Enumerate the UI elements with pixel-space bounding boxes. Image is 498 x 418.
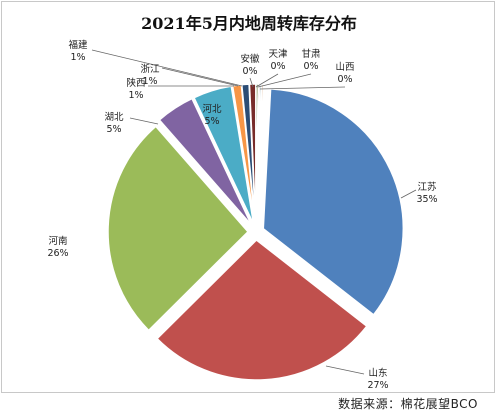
leader-line-湖北 bbox=[129, 117, 159, 125]
slice-value-label: 1% bbox=[142, 76, 157, 87]
source-note: 数据来源：棉花展望BCO bbox=[338, 397, 478, 411]
slice-value-label: 0% bbox=[242, 66, 257, 77]
slice-value-label: 0% bbox=[337, 74, 352, 85]
slice-value-label: 5% bbox=[106, 124, 121, 135]
slice-name-label: 河北 bbox=[202, 103, 222, 115]
slice-value-label: 35% bbox=[416, 194, 437, 205]
pie-slice-山西 bbox=[255, 83, 265, 225]
pie-slice-湖北 bbox=[158, 97, 253, 226]
slice-name-label: 河南 bbox=[48, 235, 67, 247]
leader-line-天津 bbox=[255, 73, 279, 88]
leader-line-浙江 bbox=[161, 67, 239, 87]
slice-value-label: 27% bbox=[367, 380, 388, 391]
slice-name-label: 江苏 bbox=[417, 181, 437, 193]
chart-title: 2021年5月内地周转库存分布 bbox=[141, 14, 357, 33]
leader-line-山西 bbox=[259, 86, 346, 90]
slice-name-label: 山东 bbox=[368, 367, 387, 379]
slice-value-label: 26% bbox=[47, 248, 68, 259]
slice-name-label: 甘肃 bbox=[301, 48, 320, 60]
slice-name-label: 安徽 bbox=[240, 53, 260, 65]
leader-line-山东 bbox=[325, 365, 365, 375]
slice-value-label: 0% bbox=[303, 61, 318, 72]
slice-value-label: 5% bbox=[204, 116, 219, 127]
slice-value-label: 1% bbox=[70, 52, 85, 63]
slice-value-label: 1% bbox=[128, 90, 143, 101]
leader-line-江苏 bbox=[400, 189, 417, 199]
slice-name-label: 福建 bbox=[68, 39, 88, 51]
slice-name-label: 山西 bbox=[335, 62, 354, 73]
leader-line-甘肃 bbox=[257, 73, 312, 88]
slice-name-label: 湖北 bbox=[104, 112, 124, 123]
pie-slice-山东 bbox=[156, 238, 368, 381]
pie-slice-河南 bbox=[107, 125, 250, 332]
leader-line-福建 bbox=[91, 49, 243, 87]
slice-name-label: 浙江 bbox=[140, 63, 160, 75]
slice-name-label: 天津 bbox=[268, 49, 288, 60]
pie-slice-江苏 bbox=[262, 88, 404, 316]
leader-line-安徽 bbox=[249, 77, 254, 88]
slice-name-label: 陕西 bbox=[126, 77, 145, 89]
slice-value-label: 0% bbox=[270, 61, 285, 72]
